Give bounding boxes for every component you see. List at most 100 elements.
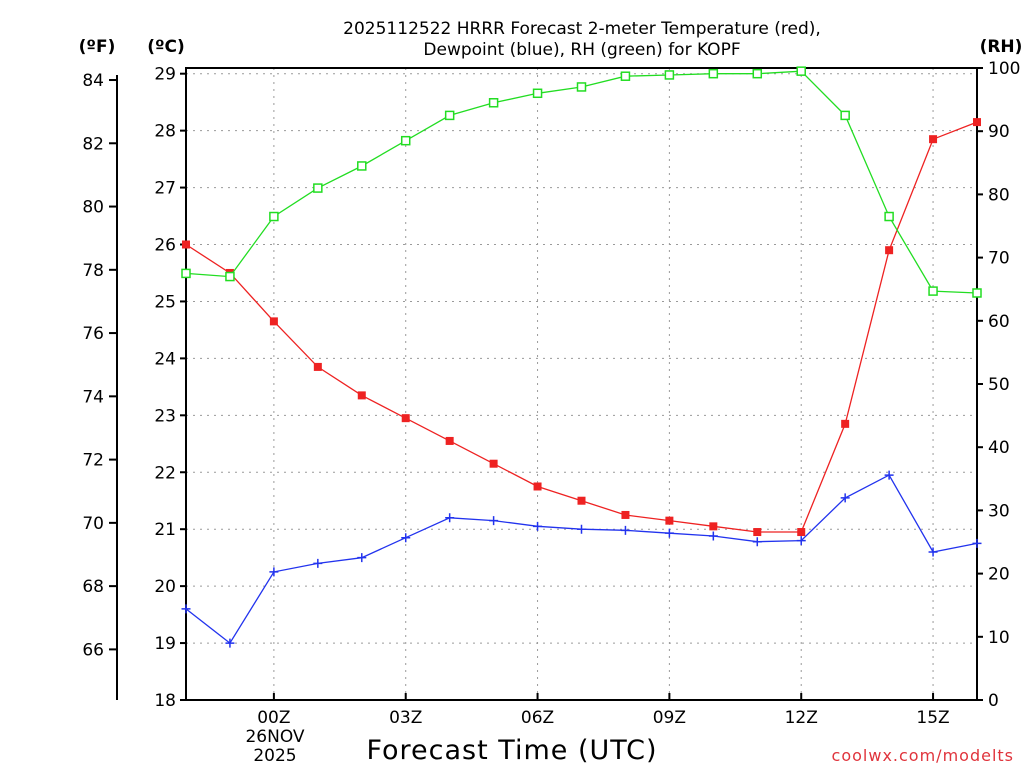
rh-line bbox=[185, 70, 978, 294]
fahrenheit-tick-label: 78 bbox=[82, 261, 104, 281]
dewpoint-point bbox=[884, 470, 894, 480]
rh-point bbox=[620, 71, 631, 81]
dewpoint-point bbox=[577, 524, 586, 534]
x-tick-label: 12Z bbox=[785, 708, 818, 728]
temperature-point bbox=[797, 528, 806, 537]
dewpoint-point bbox=[225, 638, 235, 648]
data-series bbox=[181, 66, 982, 648]
rh-point bbox=[884, 211, 894, 222]
temperature-point bbox=[533, 482, 542, 491]
rh-point bbox=[928, 286, 938, 296]
dewpoint-point bbox=[620, 525, 630, 535]
dewpoint-point bbox=[533, 521, 543, 531]
celsius-tick-label: 25 bbox=[154, 292, 176, 312]
rh-tick-label: 30 bbox=[988, 501, 1010, 521]
x-date-year-label: 2025 bbox=[253, 746, 296, 766]
plot-frame bbox=[185, 67, 978, 701]
rh-point bbox=[972, 288, 982, 298]
fahrenheit-tick-label: 70 bbox=[82, 514, 104, 534]
temperature-point bbox=[313, 362, 322, 371]
rh-tick-label: 90 bbox=[988, 122, 1010, 142]
temperature-line bbox=[185, 121, 978, 533]
fahrenheit-tick-label: 74 bbox=[82, 387, 104, 407]
celsius-axis-unit: (ºC) bbox=[147, 37, 185, 57]
x-date-day-label: 26NOV bbox=[245, 727, 304, 747]
chart-title-line-1: 2025112522 HRRR Forecast 2-meter Tempera… bbox=[343, 19, 821, 39]
credit-link[interactable]: coolwx.com/modelts bbox=[832, 746, 1014, 765]
temperature-point bbox=[489, 459, 498, 468]
rh-point bbox=[708, 68, 719, 79]
celsius-tick-label: 29 bbox=[154, 65, 176, 85]
rh-point bbox=[840, 110, 850, 121]
x-tick-label: 09Z bbox=[653, 708, 686, 728]
rh-tick-label: 70 bbox=[988, 249, 1010, 269]
temperature-point bbox=[269, 317, 278, 326]
temperature-point bbox=[577, 496, 586, 505]
celsius-tick-label: 20 bbox=[154, 577, 176, 597]
x-tick-label: 00Z bbox=[257, 708, 290, 728]
rh-point bbox=[576, 82, 587, 92]
rh-point bbox=[488, 98, 499, 108]
x-tick-label: 03Z bbox=[389, 708, 422, 728]
celsius-tick-label: 21 bbox=[154, 520, 176, 540]
temperature-series bbox=[182, 118, 981, 537]
temperature-point bbox=[885, 246, 894, 255]
rh-axis-unit: (RH) bbox=[980, 37, 1023, 57]
celsius-tick-label: 18 bbox=[154, 691, 176, 711]
dewpoint-point bbox=[796, 536, 806, 546]
fahrenheit-axis-unit: (ºF) bbox=[79, 37, 116, 57]
celsius-tick-label: 27 bbox=[154, 179, 176, 199]
dewpoint-point bbox=[708, 531, 718, 541]
fahrenheit-tick-label: 72 bbox=[82, 451, 104, 471]
temperature-point bbox=[665, 516, 674, 525]
rh-series bbox=[181, 66, 982, 298]
rh-point bbox=[752, 68, 763, 79]
rh-tick-label: 50 bbox=[988, 375, 1010, 395]
fahrenheit-tick-label: 80 bbox=[82, 198, 104, 218]
temperature-point bbox=[357, 391, 366, 400]
dewpoint-point bbox=[269, 567, 279, 577]
celsius-tick-label: 26 bbox=[154, 236, 176, 256]
temperature-point bbox=[929, 135, 938, 144]
rh-tick-label: 10 bbox=[988, 628, 1010, 648]
x-axis-label: Forecast Time (UTC) bbox=[366, 735, 657, 766]
temperature-point bbox=[841, 419, 850, 428]
rh-point bbox=[357, 161, 367, 171]
fahrenheit-tick-label: 66 bbox=[82, 640, 104, 660]
rh-tick-label: 60 bbox=[988, 312, 1010, 332]
celsius-tick-label: 24 bbox=[154, 349, 176, 369]
celsius-tick-label: 19 bbox=[154, 634, 176, 654]
x-tick-label: 06Z bbox=[521, 708, 554, 728]
gridlines bbox=[186, 68, 977, 700]
dewpoint-point bbox=[401, 533, 411, 543]
rh-tick-label: 80 bbox=[988, 185, 1010, 205]
rh-tick-label: 0 bbox=[988, 691, 999, 711]
rh-point bbox=[444, 110, 455, 121]
dewpoint-point bbox=[357, 553, 367, 563]
rh-point bbox=[664, 70, 675, 80]
fahrenheit-tick-label: 82 bbox=[82, 134, 104, 154]
temperature-point bbox=[753, 528, 762, 537]
axes: 66 68 70 72 74 76 78 80 82 84 18 19 20 21 22 23 24 25 26 27… bbox=[82, 59, 1020, 728]
dewpoint-point bbox=[181, 604, 191, 614]
celsius-tick-label: 23 bbox=[154, 406, 176, 426]
dewpoint-point bbox=[972, 538, 982, 548]
rh-tick-label: 40 bbox=[988, 438, 1010, 458]
rh-point bbox=[181, 268, 191, 279]
rh-point bbox=[269, 211, 279, 222]
x-tick-label: 15Z bbox=[916, 708, 949, 728]
fahrenheit-tick-label: 76 bbox=[82, 324, 104, 344]
temperature-point bbox=[182, 240, 190, 249]
dewpoint-point bbox=[840, 493, 850, 503]
dewpoint-point bbox=[445, 513, 455, 523]
dewpoint-point bbox=[928, 547, 938, 557]
temperature-point bbox=[973, 118, 981, 127]
temperature-point bbox=[621, 510, 630, 519]
rh-point bbox=[400, 135, 411, 146]
dewpoint-point bbox=[752, 537, 762, 547]
rh-point bbox=[532, 88, 543, 99]
fahrenheit-tick-label: 68 bbox=[82, 577, 104, 597]
chart-title-line-2: Dewpoint (blue), RH (green) for KOPF bbox=[423, 40, 740, 60]
temperature-point bbox=[709, 522, 718, 531]
